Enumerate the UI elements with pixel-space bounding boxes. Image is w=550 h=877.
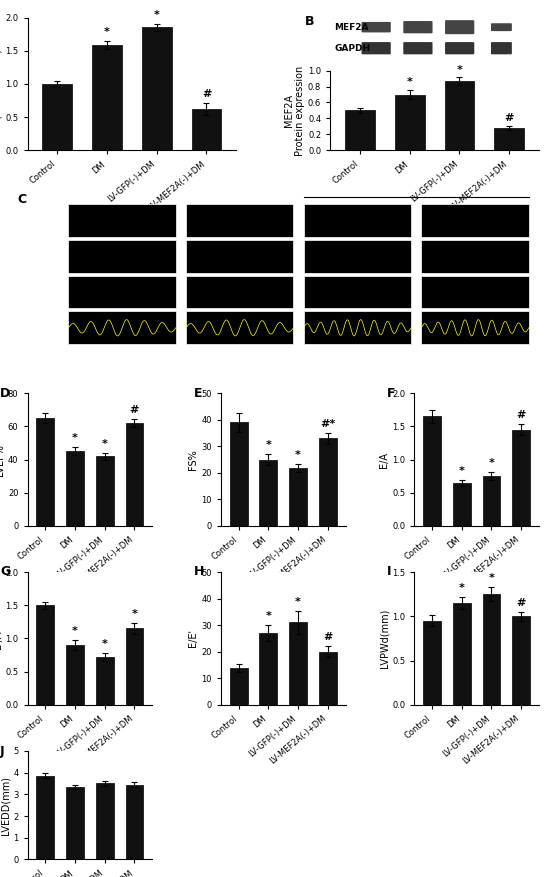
Bar [66, 787, 84, 859]
Y-axis label: LVPWd(mm): LVPWd(mm) [379, 609, 389, 668]
Bar [395, 95, 425, 150]
FancyBboxPatch shape [491, 42, 512, 54]
Y-axis label: LVEDD(mm): LVEDD(mm) [1, 775, 10, 835]
Bar [42, 84, 72, 150]
Text: F: F [387, 387, 395, 400]
Bar [191, 109, 221, 150]
Text: H: H [194, 566, 204, 579]
Bar [96, 456, 114, 526]
Text: #: # [202, 89, 211, 99]
Text: G: G [0, 566, 10, 579]
Bar [482, 595, 501, 705]
Bar [482, 476, 501, 526]
Bar [319, 652, 337, 705]
Bar [319, 438, 337, 526]
Text: #: # [130, 405, 139, 415]
Bar [125, 785, 144, 859]
Text: *: * [102, 639, 108, 649]
Text: #: # [516, 410, 526, 420]
Bar [423, 417, 441, 526]
Bar [142, 27, 172, 150]
Text: *: * [456, 65, 463, 75]
Text: *: * [266, 611, 271, 621]
Bar [125, 629, 144, 705]
Bar [66, 645, 84, 705]
Text: *: * [72, 626, 78, 637]
Text: B: B [305, 16, 315, 28]
FancyBboxPatch shape [491, 23, 512, 31]
Text: *: * [104, 27, 110, 38]
Text: *: * [459, 466, 465, 475]
Bar [512, 617, 530, 705]
Bar [125, 423, 144, 526]
Bar [230, 667, 248, 705]
Bar [423, 621, 441, 705]
Bar [260, 633, 277, 705]
Bar [230, 423, 248, 526]
Bar [96, 657, 114, 705]
FancyBboxPatch shape [361, 42, 390, 54]
Bar [453, 483, 471, 526]
Bar [260, 460, 277, 526]
Text: #: # [516, 598, 526, 608]
FancyBboxPatch shape [445, 20, 474, 34]
Text: *: * [295, 596, 301, 607]
Text: #: # [323, 632, 333, 642]
Bar [36, 605, 54, 705]
Text: C: C [17, 193, 26, 206]
Text: *: * [154, 10, 160, 19]
Text: *: * [459, 583, 465, 593]
Bar [36, 418, 54, 526]
Y-axis label: MEF2A
Protein expression: MEF2A Protein expression [284, 65, 305, 155]
FancyBboxPatch shape [403, 42, 432, 54]
Text: *: * [407, 77, 412, 88]
FancyBboxPatch shape [403, 21, 432, 33]
Text: #: # [504, 113, 514, 123]
Bar [92, 46, 122, 150]
Text: E: E [194, 387, 202, 400]
Y-axis label: E/A: E/A [379, 452, 389, 467]
Y-axis label: MEF2A mRNA expression
(fold increase): MEF2A mRNA expression (fold increase) [0, 23, 3, 146]
FancyBboxPatch shape [361, 22, 390, 32]
Text: MEF2A: MEF2A [334, 23, 369, 32]
Bar [66, 452, 84, 526]
Y-axis label: E/E': E/E' [189, 630, 199, 647]
Text: #*: #* [320, 419, 336, 429]
Text: *: * [295, 450, 301, 460]
Bar [289, 467, 307, 526]
Bar [36, 776, 54, 859]
Bar [512, 430, 530, 526]
Bar [444, 81, 475, 150]
Y-axis label: E'/A': E'/A' [0, 628, 3, 649]
Y-axis label: LVEF%: LVEF% [0, 444, 5, 475]
Text: GAPDH: GAPDH [334, 44, 371, 53]
Text: I: I [387, 566, 391, 579]
Text: *: * [131, 610, 138, 619]
Bar [96, 783, 114, 859]
Text: *: * [266, 440, 271, 450]
Bar [345, 111, 375, 150]
Text: *: * [488, 573, 494, 583]
Text: *: * [488, 459, 494, 468]
Text: J: J [0, 745, 5, 759]
Bar [494, 128, 524, 150]
Y-axis label: FS%: FS% [189, 449, 199, 470]
Text: D: D [0, 387, 10, 400]
Text: *: * [102, 439, 108, 449]
Bar [289, 623, 307, 705]
Bar [453, 603, 471, 705]
FancyBboxPatch shape [445, 42, 474, 54]
Text: *: * [72, 433, 78, 443]
